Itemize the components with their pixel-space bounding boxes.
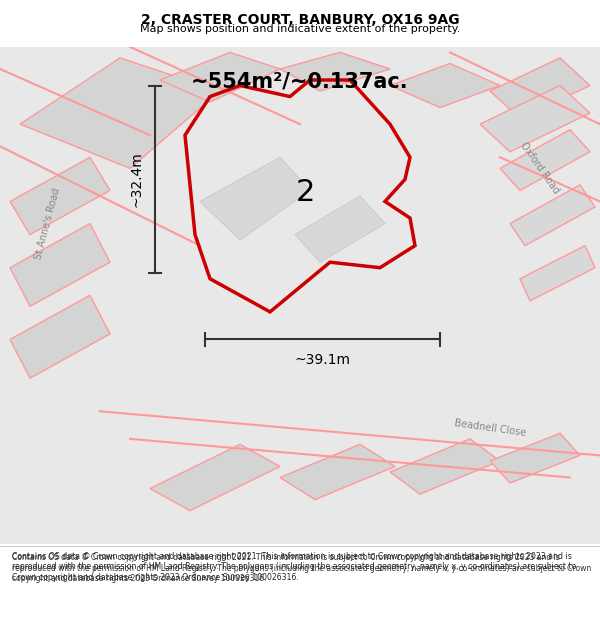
- Polygon shape: [480, 86, 590, 152]
- Polygon shape: [280, 52, 390, 91]
- Polygon shape: [150, 444, 280, 511]
- Polygon shape: [160, 52, 280, 102]
- Text: St Anne's Road: St Anne's Road: [34, 187, 62, 261]
- Polygon shape: [490, 433, 580, 483]
- Text: ~32.4m: ~32.4m: [129, 151, 143, 208]
- Polygon shape: [200, 158, 310, 240]
- Text: 2: 2: [295, 178, 314, 207]
- Polygon shape: [10, 224, 110, 306]
- Polygon shape: [20, 58, 220, 168]
- Polygon shape: [390, 63, 500, 108]
- Polygon shape: [280, 444, 395, 499]
- Text: Oxford Road: Oxford Road: [518, 141, 562, 196]
- Polygon shape: [10, 158, 110, 234]
- Polygon shape: [10, 295, 110, 378]
- Text: ~39.1m: ~39.1m: [295, 352, 350, 367]
- Text: Contains OS data © Crown copyright and database right 2021. This information is : Contains OS data © Crown copyright and d…: [12, 552, 576, 582]
- Polygon shape: [390, 439, 500, 494]
- Text: Beadnell Close: Beadnell Close: [454, 418, 526, 437]
- Text: Contains OS data © Crown copyright and database right 2021. This information is : Contains OS data © Crown copyright and d…: [12, 554, 591, 583]
- Text: 2, CRASTER COURT, BANBURY, OX16 9AG: 2, CRASTER COURT, BANBURY, OX16 9AG: [140, 13, 460, 27]
- Text: Map shows position and indicative extent of the property.: Map shows position and indicative extent…: [140, 24, 460, 34]
- Polygon shape: [490, 58, 590, 119]
- Text: ~554m²/~0.137ac.: ~554m²/~0.137ac.: [191, 71, 409, 91]
- Polygon shape: [500, 129, 590, 191]
- Polygon shape: [510, 185, 595, 246]
- Polygon shape: [520, 246, 595, 301]
- Polygon shape: [295, 196, 385, 262]
